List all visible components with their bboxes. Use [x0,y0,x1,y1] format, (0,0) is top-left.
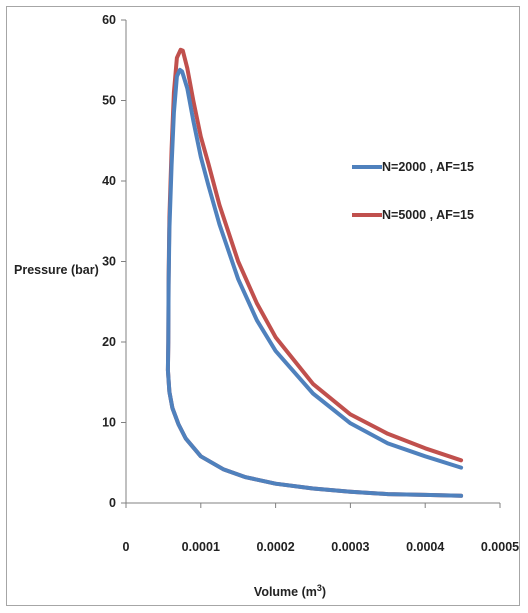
y-tick-label: 20 [102,335,116,349]
x-tick-label: 0.0005 [481,540,519,554]
x-axis-label: Volume (m3) [254,583,326,599]
legend-label-2: N=5000 , AF=15 [382,208,474,222]
x-tick-label: 0.0002 [256,540,294,554]
y-tick-label: 0 [109,496,116,510]
y-tick-label: 10 [102,416,116,430]
x-tick-label: 0.0004 [406,540,444,554]
axes: 0 10 20 30 40 50 60 0 0.0001 0.0002 0.0003 0.0004 0.… [102,13,519,554]
legend: N=2000 , AF=15 N=5000 , AF=15 [352,160,474,222]
x-tick-label: 0.0001 [182,540,220,554]
y-tick-label: 50 [102,94,116,108]
x-axis-label-superscript: 3 [317,583,322,593]
y-tick-label: 30 [102,255,116,269]
x-tick-label: 0 [123,540,130,554]
series-line-2 [165,47,464,498]
y-tick-label: 60 [102,13,116,27]
x-axis-label-text: Volume (m [254,585,317,599]
y-tick-label: 40 [102,174,116,188]
x-tick-label: 0.0003 [331,540,369,554]
series-layer [165,47,464,498]
chart-frame [6,6,520,606]
legend-label-1: N=2000 , AF=15 [382,160,474,174]
series-line-1 [165,67,464,498]
x-axis-label-close: ) [322,585,326,599]
y-axis-label: Pressure (bar) [14,263,99,277]
